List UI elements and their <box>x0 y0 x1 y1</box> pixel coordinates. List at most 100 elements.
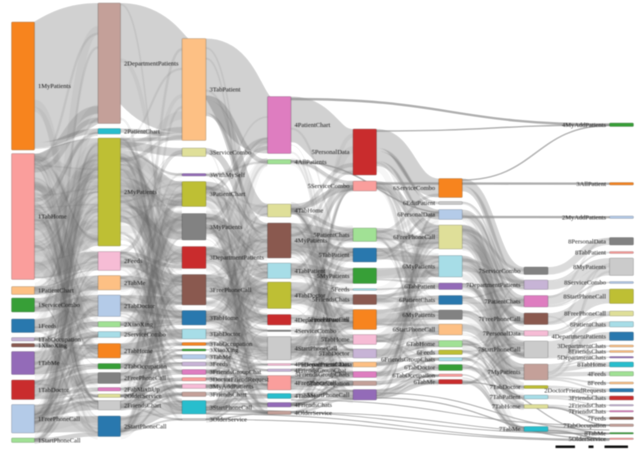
svg-text:4DepartmentPatients: 4DepartmentPatients <box>295 317 350 324</box>
svg-text:2OlderService: 2OlderService <box>124 393 162 400</box>
svg-text:5FriendsGroupChats: 5FriendsGroupChats <box>295 372 350 379</box>
svg-text:4FriendsChats: 4FriendsChats <box>295 402 333 409</box>
svg-text:5FreePhoneCall: 5FreePhoneCall <box>308 317 350 324</box>
svg-text:6FreePhoneCall: 6FreePhoneCall <box>393 234 435 241</box>
svg-text:3AllPatient: 3AllPatient <box>576 181 606 188</box>
svg-text:3FriendsGroupChat: 3FriendsGroupChat <box>210 369 262 376</box>
svg-text:7TabDoctor: 7TabDoctor <box>490 384 522 391</box>
svg-text:6PersonalData: 6PersonalData <box>397 212 435 219</box>
svg-text:3TabOccupation: 3TabOccupation <box>210 341 254 348</box>
svg-text:3FriendsChats: 3FriendsChats <box>568 395 606 402</box>
svg-text:7TabPatient: 7TabPatient <box>490 394 521 401</box>
svg-text:4TabDoctor: 4TabDoctor <box>295 292 327 299</box>
svg-text:1TabOccupation: 1TabOccupation <box>38 336 82 343</box>
svg-text:6MyPatients: 6MyPatients <box>402 312 435 319</box>
svg-text:8Feeds: 8Feeds <box>588 380 607 387</box>
svg-text:2TabDoctor: 2TabDoctor <box>124 303 156 310</box>
svg-text:1PatientChart: 1PatientChart <box>38 288 74 295</box>
svg-text:4OlderService: 4OlderService <box>295 410 333 417</box>
svg-text:7FreePhoneCall: 7FreePhoneCall <box>479 316 521 323</box>
svg-text:3DoctorFriendRequest: 3DoctorFriendRequest <box>210 376 269 383</box>
svg-text:2FreePhoneCall: 2FreePhoneCall <box>124 375 166 382</box>
svg-text:1Feeds: 1Feeds <box>38 323 57 330</box>
svg-text:6Feeds: 6Feeds <box>417 349 436 356</box>
svg-text:8TabHome: 8TabHome <box>577 362 606 369</box>
svg-text:6MyPatients: 6MyPatients <box>402 263 435 270</box>
svg-text:6TabPatient: 6TabPatient <box>404 283 435 290</box>
svg-text:5StartPhoneCall: 5StartPhoneCall <box>307 392 350 399</box>
svg-text:5TabDoctor: 5TabDoctor <box>319 351 351 358</box>
svg-text:2ServiceCombo: 2ServiceCombo <box>124 332 166 339</box>
svg-text:2DepartmentPatients: 2DepartmentPatients <box>124 60 179 67</box>
svg-text:6TabMe: 6TabMe <box>414 379 436 386</box>
svg-text:5TabHome: 5TabHome <box>321 337 350 344</box>
svg-text:6StartPhoneCall: 6StartPhoneCall <box>393 327 436 334</box>
svg-text:1ServiceCombo: 1ServiceCombo <box>38 302 80 309</box>
svg-text:4TabPatient: 4TabPatient <box>295 268 326 275</box>
svg-text:3StartPhoneCall: 3StartPhoneCall <box>210 404 253 411</box>
svg-text:1TabMe: 1TabMe <box>38 360 60 367</box>
svg-text:2XiaoXing: 2XiaoXing <box>124 321 154 328</box>
svg-text:8FriendsChats: 8FriendsChats <box>568 349 606 356</box>
svg-text:3Feeds: 3Feeds <box>210 361 229 368</box>
svg-text:8StartPhoneCall: 8StartPhoneCall <box>563 293 606 300</box>
svg-text:2Feeds: 2Feeds <box>124 258 143 265</box>
svg-text:7StartPhoneCall: 7StartPhoneCall <box>478 347 521 354</box>
svg-text:5Feeds: 5Feeds <box>331 287 350 294</box>
svg-text:8TabPatient: 8TabPatient <box>575 250 606 257</box>
svg-text:4TabHome: 4TabHome <box>295 208 324 215</box>
svg-text:3XiaoXing: 3XiaoXing <box>210 347 240 354</box>
svg-text:5PatientChats: 5PatientChats <box>313 232 350 239</box>
svg-text:7TabMe: 7TabMe <box>499 426 521 433</box>
svg-text:7TabHome: 7TabHome <box>492 404 521 411</box>
svg-text:6FriendsGroupChats: 6FriendsGroupChats <box>381 356 436 363</box>
svg-text:4TabMe: 4TabMe <box>295 393 317 400</box>
svg-text:2DoctorFriendRequests: 2DoctorFriendRequests <box>544 387 606 394</box>
svg-text:3DepartmentChats: 3DepartmentChats <box>557 343 606 350</box>
svg-text:2FriendsChats: 2FriendsChats <box>568 402 606 409</box>
svg-text:7MyPatients: 7MyPatients <box>488 369 521 376</box>
svg-text:2FabMixItUp: 2FabMixItUp <box>124 386 160 393</box>
svg-text:8FreePhoneCall: 8FreePhoneCall <box>564 311 606 318</box>
svg-text:5FriendsChats: 5FriendsChats <box>312 297 350 304</box>
svg-text:3FreePhoneCall: 3FreePhoneCall <box>210 287 252 294</box>
svg-text:5TabPatient: 5TabPatient <box>319 252 350 259</box>
svg-text:2MyAddPatients: 2MyAddPatients <box>562 214 607 221</box>
svg-text:2TabOccupation: 2TabOccupation <box>124 363 168 370</box>
svg-text:4FreePhoneCall: 4FreePhoneCall <box>295 380 337 387</box>
svg-text:5DepartmentChats: 5DepartmentChats <box>557 354 606 361</box>
svg-text:4MyAddPatients: 4MyAddPatients <box>562 122 607 129</box>
svg-text:3DepartmentPatients: 3DepartmentPatients <box>210 255 265 262</box>
svg-text:2MyPatients: 2MyPatients <box>124 189 157 196</box>
svg-text:3TabPatient: 3TabPatient <box>210 87 241 94</box>
svg-text:3TabHome: 3TabHome <box>210 315 239 322</box>
svg-text:8TabMe: 8TabMe <box>584 430 606 437</box>
svg-text:8PatientChats: 8PatientChats <box>570 321 607 328</box>
svg-text:6ServiceCombo: 6ServiceCombo <box>393 185 435 192</box>
svg-text:4DepartmentPatients: 4DepartmentPatients <box>551 333 606 340</box>
svg-text:3MyAddPatients: 3MyAddPatients <box>210 383 255 390</box>
svg-text:4FriendsGroupChat: 4FriendsGroupChat <box>295 367 347 374</box>
svg-text:6TabHome: 6TabHome <box>406 341 435 348</box>
svg-text:4StartPhoneCall: 4StartPhoneCall <box>295 345 338 352</box>
svg-text:3TabDoctor: 3TabDoctor <box>210 331 242 338</box>
svg-text:6EditPatient: 6EditPatient <box>403 200 435 207</box>
svg-text:1StartPhoneCall: 1StartPhoneCall <box>38 437 81 444</box>
svg-text:3OlderService: 3OlderService <box>210 417 248 424</box>
svg-text:6TabOccupation: 6TabOccupation <box>392 372 436 379</box>
svg-text:5DepartmentChats: 5DepartmentChats <box>301 362 350 369</box>
svg-text:6PatientChats: 6PatientChats <box>399 297 436 304</box>
svg-text:2PatientChart: 2PatientChart <box>124 128 160 135</box>
svg-text:3WithMySelf: 3WithMySelf <box>210 172 246 179</box>
svg-text:1TabDoctor: 1TabDoctor <box>38 387 70 394</box>
svg-text:7Feeds: 7Feeds <box>588 415 607 422</box>
svg-text:4PersonalFriendsData: 4PersonalFriendsData <box>295 362 353 369</box>
svg-text:8ServiceCombo: 8ServiceCombo <box>564 280 606 287</box>
svg-text:2TabHome: 2TabHome <box>124 348 153 355</box>
svg-text:5OlderService: 5OlderService <box>568 436 606 443</box>
svg-text:4MyPatients: 4MyPatients <box>295 238 328 245</box>
svg-text:5TabOccupation: 5TabOccupation <box>307 380 351 387</box>
svg-text:4ServiceCombo: 4ServiceCombo <box>295 328 337 335</box>
svg-text:3FriendsChart: 3FriendsChart <box>210 391 247 398</box>
svg-text:3PatientChart: 3PatientChart <box>210 191 246 198</box>
